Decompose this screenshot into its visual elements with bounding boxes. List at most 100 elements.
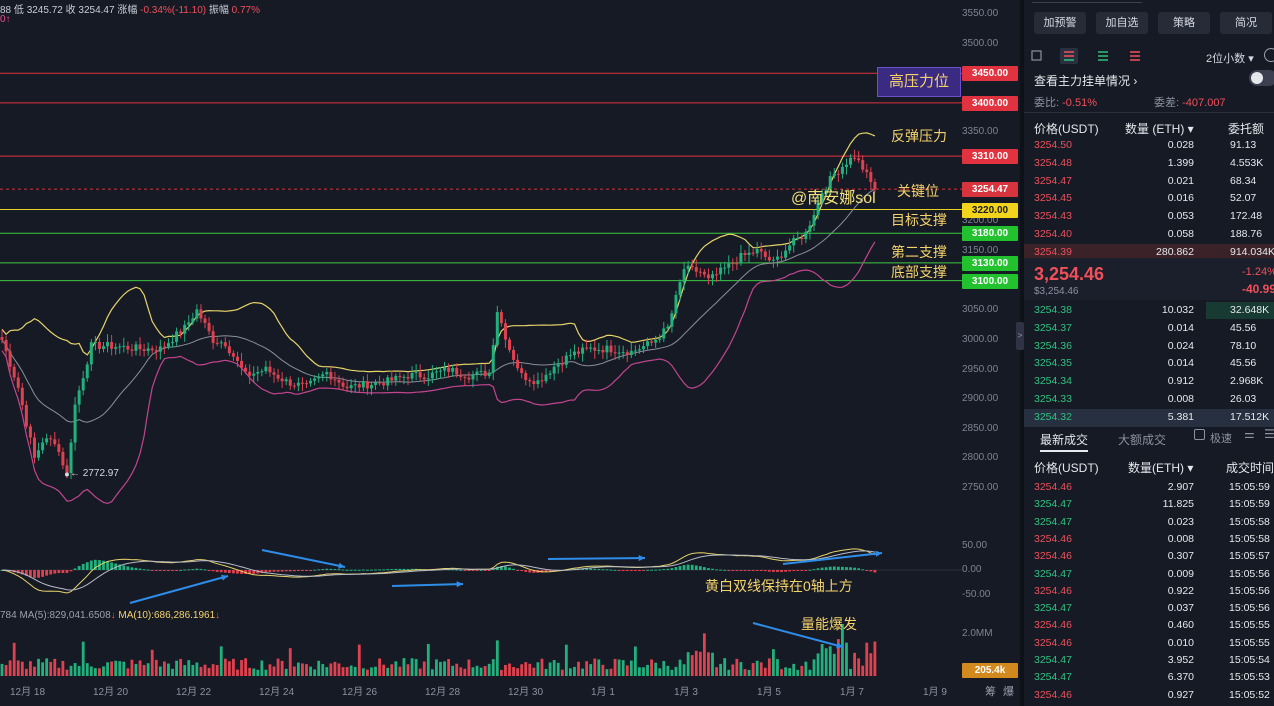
trade-row[interactable]: 3254.46 0.927 15:05:52 <box>1024 687 1274 705</box>
trade-row[interactable]: 3254.46 0.008 15:05:58 <box>1024 531 1274 549</box>
macd-bar <box>134 567 138 570</box>
kline-chart-panel[interactable]: 88 低 3245.72 收 3254.47 涨幅 -0.34%(-11.10)… <box>0 0 1020 706</box>
add-alert-button[interactable]: 加预警 <box>1034 12 1086 34</box>
tab-big-trades[interactable]: 大额成交 <box>1118 433 1167 447</box>
orderbook-view-toggles[interactable] <box>1030 48 1160 64</box>
candle-body <box>321 374 325 377</box>
trend-arrow <box>782 552 883 565</box>
orderbook-row[interactable]: 3254.37 0.014 45.56 <box>1024 320 1274 338</box>
orderbook-row[interactable]: 3254.39 280.862 914.034K <box>1024 243 1274 262</box>
volume-bar <box>479 667 483 676</box>
volume-bar <box>301 663 304 676</box>
chip-distribution-toggle[interactable]: 筹 <box>985 686 996 698</box>
orderbook-row[interactable]: 3254.43 0.053 172.48 <box>1024 208 1274 226</box>
macd-bar <box>715 569 718 571</box>
trade-row[interactable]: 3254.47 11.825 15:05:59 <box>1024 496 1274 514</box>
candle-body <box>828 176 832 190</box>
settings-icon[interactable] <box>1264 48 1274 62</box>
candle-body <box>637 349 641 351</box>
orderbook-row[interactable]: 3254.40 0.058 188.76 <box>1024 226 1274 244</box>
filter-icon[interactable]: ⚌ <box>1244 427 1255 441</box>
volume-bar <box>524 662 528 676</box>
volume-bar <box>256 669 260 676</box>
trade-row[interactable]: 3254.47 0.023 15:05:58 <box>1024 514 1274 532</box>
macd-bar <box>666 568 670 570</box>
volume-bar <box>633 646 637 676</box>
candle-body <box>16 377 20 388</box>
candle-body <box>471 374 475 380</box>
volume-bar <box>329 663 333 676</box>
decimals-select[interactable]: 2位小数 ▾ <box>1206 50 1254 66</box>
volume-bar <box>743 669 747 676</box>
volume-bar <box>435 659 438 676</box>
macd-bar <box>227 570 231 574</box>
decimals-value: 2位小数 <box>1206 53 1246 65</box>
orderbook-row[interactable]: 3254.48 1.399 4.553K <box>1024 155 1274 173</box>
kline-chart[interactable] <box>0 0 1020 706</box>
macd-bar <box>869 570 873 572</box>
trade-row[interactable]: 3254.46 2.907 15:05:59 <box>1024 479 1274 497</box>
orderbook-row[interactable]: 3254.34 0.912 2.968K <box>1024 373 1274 391</box>
main-order-toggle[interactable] <box>1249 70 1274 86</box>
book-head-qty[interactable]: 数量 (ETH) ▾ <box>1125 120 1194 137</box>
macd-bar <box>154 570 158 571</box>
trade-row[interactable]: 3254.46 0.307 15:05:57 <box>1024 548 1274 566</box>
trade-row[interactable]: 3254.47 3.952 15:05:54 <box>1024 652 1274 670</box>
candle-body <box>552 366 556 374</box>
orderbook-row[interactable]: 3254.36 0.024 78.10 <box>1024 338 1274 356</box>
candle-body <box>325 372 329 375</box>
volume-bar <box>378 658 381 676</box>
macd-bar <box>662 569 666 571</box>
trade-head-qty[interactable]: 数量(ETH) ▾ <box>1128 459 1193 476</box>
volume-bar <box>183 665 187 676</box>
orderbook-row[interactable]: 3254.38 10.032 32.648K <box>1024 302 1274 320</box>
volume-bar <box>776 659 779 676</box>
candle-body <box>272 372 276 375</box>
candle-body <box>341 382 345 387</box>
volume-bar <box>361 668 365 676</box>
volume-bar <box>16 660 20 676</box>
candle-body <box>723 267 727 269</box>
main-order-link[interactable]: 查看主力挂单情况 › <box>1034 72 1137 89</box>
add-watchlist-button[interactable]: 加自选 <box>1096 12 1148 34</box>
candle-body <box>560 364 564 366</box>
trade-row[interactable]: 3254.46 0.010 15:05:55 <box>1024 635 1274 653</box>
amp-value: 0.77% <box>231 5 261 16</box>
tab-latest-trades[interactable]: 最新成交 <box>1040 433 1089 447</box>
volume-bar <box>694 650 698 676</box>
macd-bar <box>252 570 256 574</box>
trade-row[interactable]: 3254.46 0.460 15:05:55 <box>1024 617 1274 635</box>
orderbook-row[interactable]: 3254.33 0.008 26.03 <box>1024 391 1274 409</box>
fast-checkbox[interactable] <box>1194 429 1205 440</box>
candle-body <box>499 312 503 324</box>
trade-row[interactable]: 3254.47 0.009 15:05:56 <box>1024 566 1274 584</box>
macd-bar <box>836 566 840 570</box>
volume-bar <box>45 658 49 676</box>
trade-row[interactable]: 3254.47 6.370 15:05:53 <box>1024 669 1274 687</box>
list-settings-icon[interactable]: ☰ <box>1264 427 1274 441</box>
row-qty: 0.014 <box>1167 357 1194 370</box>
orderbook-row[interactable]: 3254.32 5.381 17.512K <box>1024 408 1274 427</box>
candle-body <box>53 439 57 445</box>
volume-bar <box>560 669 564 676</box>
orderbook-row[interactable]: 3254.50 0.028 91.13 <box>1024 137 1274 155</box>
strategy-button[interactable]: 策略 <box>1158 12 1210 34</box>
volume-bar <box>426 643 430 676</box>
trade-price: 3254.47 <box>1034 602 1072 615</box>
orderbook-row[interactable]: 3254.35 0.014 45.56 <box>1024 355 1274 373</box>
collapse-handle[interactable]: > <box>1016 322 1024 350</box>
orderbook-row[interactable]: 3254.47 0.021 68.34 <box>1024 173 1274 191</box>
trade-row[interactable]: 3254.47 0.037 15:05:56 <box>1024 600 1274 618</box>
candle-body <box>138 344 142 350</box>
volume-bar <box>491 659 495 676</box>
macd-bar <box>65 570 69 573</box>
liquidation-toggle[interactable]: 爆 <box>1003 686 1014 698</box>
trade-qty: 0.307 <box>1167 550 1194 563</box>
trade-row[interactable]: 3254.46 0.922 15:05:56 <box>1024 583 1274 601</box>
summary-button[interactable]: 简况 <box>1220 12 1272 34</box>
candle-body <box>844 164 848 167</box>
macd-bar <box>483 570 487 571</box>
volume-bar <box>232 658 235 676</box>
volume-bar <box>784 667 787 676</box>
orderbook-row[interactable]: 3254.45 0.016 52.07 <box>1024 190 1274 208</box>
